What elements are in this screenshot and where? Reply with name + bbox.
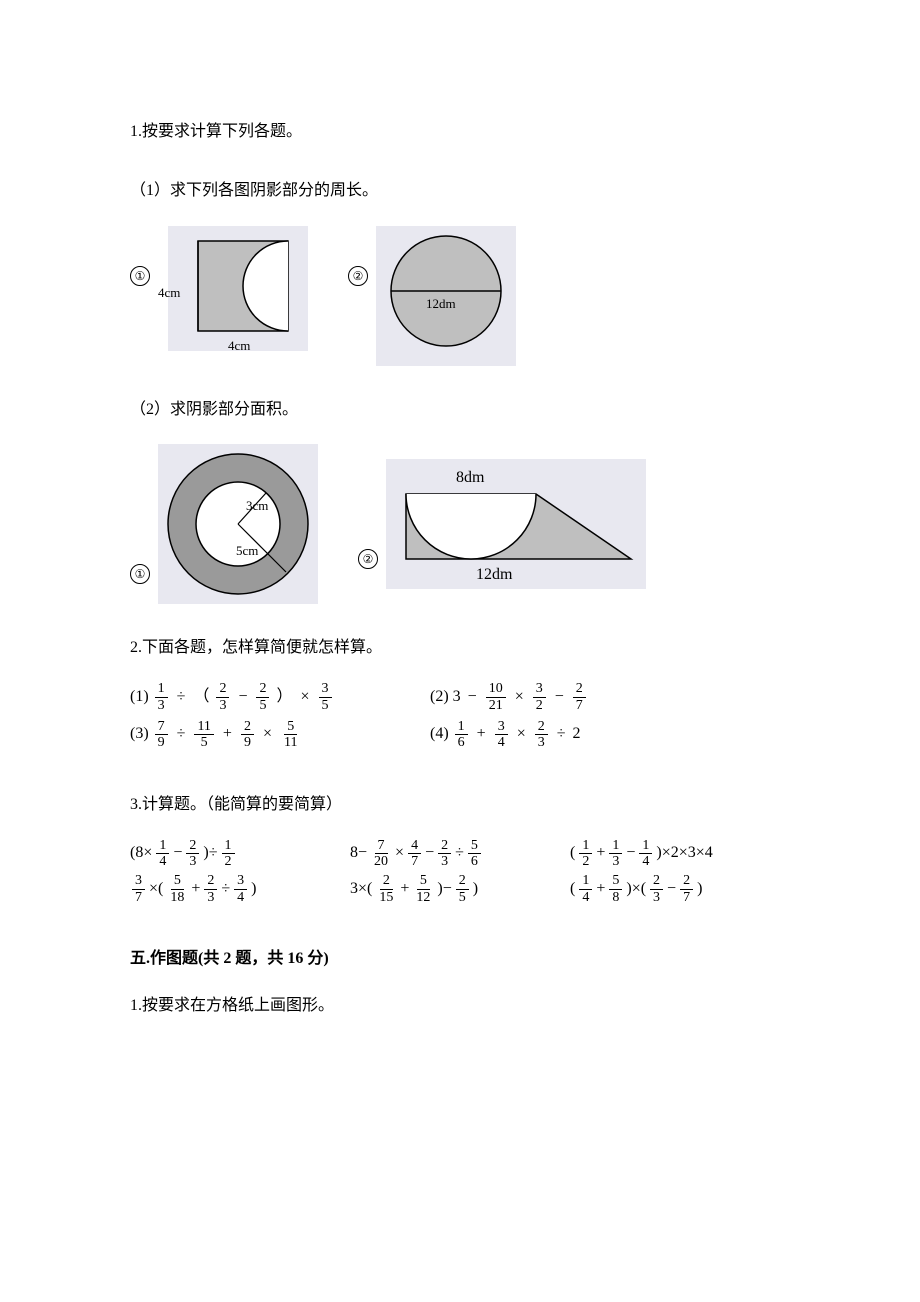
q3-r2c: ( 14 + 58 )×( 23 − 27 ) (570, 873, 790, 905)
q3-title: 3.计算题。（能简算的要简算） (130, 791, 790, 820)
q3-r1a: (8× 14 − 23 )÷ 12 (130, 838, 350, 870)
section5-title: 五.作图题(共 2 题，共 16 分) (130, 945, 790, 974)
label: (1) (130, 683, 149, 712)
q1-p2-text: （2）求阴影部分面积。 (130, 396, 790, 425)
label: (4) (430, 720, 449, 749)
page: 1.按要求计算下列各题。 （1）求下列各图阴影部分的周长。 ① 4cm 4cm … (0, 0, 920, 1099)
marker-icon: ① (130, 266, 150, 286)
q1-p2-fig2: ② 8dm 12dm (358, 459, 646, 589)
marker-icon: ② (348, 266, 368, 286)
q1-title: 1.按要求计算下列各题。 (130, 118, 790, 147)
q1-p2-fig1: ① 3cm 5cm (130, 444, 318, 604)
annulus-icon (158, 444, 318, 604)
trap-bottom-label: 12dm (476, 561, 512, 590)
q2-row1: (1) 13 ÷ （ 23 − 25 ） × 35 (2) 3 − 1021 ×… (130, 681, 790, 713)
marker-icon: ① (130, 564, 150, 584)
q3-r2b: 3×( 215 + 512 )− 25 ) (350, 873, 570, 905)
q2-e2: (2) 3 − 1021 × 32 − 27 (430, 681, 690, 713)
fig1-side-label: 4cm (158, 281, 180, 304)
q2-e1: (1) 13 ÷ （ 23 − 25 ） × 35 (130, 681, 430, 713)
trapezoid-semicircle-icon (386, 459, 646, 589)
label: (3) (130, 720, 149, 749)
fig1-bottom-label: 4cm (228, 334, 250, 357)
q2-row2: (3) 79 ÷ 115 + 29 × 511 (4) 16 + 34 × 23… (130, 719, 790, 751)
q1-p1-text: （1）求下列各图阴影部分的周长。 (130, 177, 790, 206)
q2-e3: (3) 79 ÷ 115 + 29 × 511 (130, 719, 430, 751)
q1-p1-fig2: ② 12dm (348, 226, 516, 366)
q1-p1-fig1: ① 4cm 4cm (130, 226, 308, 366)
q1-p1-figures: ① 4cm 4cm ② 12dm (130, 226, 790, 366)
annulus-outer-label: 5cm (236, 539, 258, 562)
q1-p2-figures: ① 3cm 5cm ② (130, 444, 790, 604)
marker-icon: ② (358, 549, 378, 569)
q3-r2a: 37 ×( 518 + 23 ÷ 34 ) (130, 873, 350, 905)
annulus-inner-label: 3cm (246, 494, 268, 517)
fig2-diameter-label: 12dm (426, 292, 456, 315)
q3-row1: (8× 14 − 23 )÷ 12 8− 720 × 47 − 23 ÷ 56 … (130, 838, 790, 870)
q2-e4: (4) 16 + 34 × 23 ÷ 2 (430, 719, 690, 751)
q3-r1b: 8− 720 × 47 − 23 ÷ 56 (350, 838, 570, 870)
section5-q1: 1.按要求在方格纸上画图形。 (130, 992, 790, 1021)
trap-top-label: 8dm (456, 464, 484, 493)
q3-r1c: ( 12 + 13 − 14 )×2×3×4 (570, 838, 790, 870)
q2-title: 2.下面各题，怎样算简便就怎样算。 (130, 634, 790, 663)
label: (2) (430, 683, 449, 712)
q3-row2: 37 ×( 518 + 23 ÷ 34 ) 3×( 215 + 512 )− 2… (130, 873, 790, 905)
